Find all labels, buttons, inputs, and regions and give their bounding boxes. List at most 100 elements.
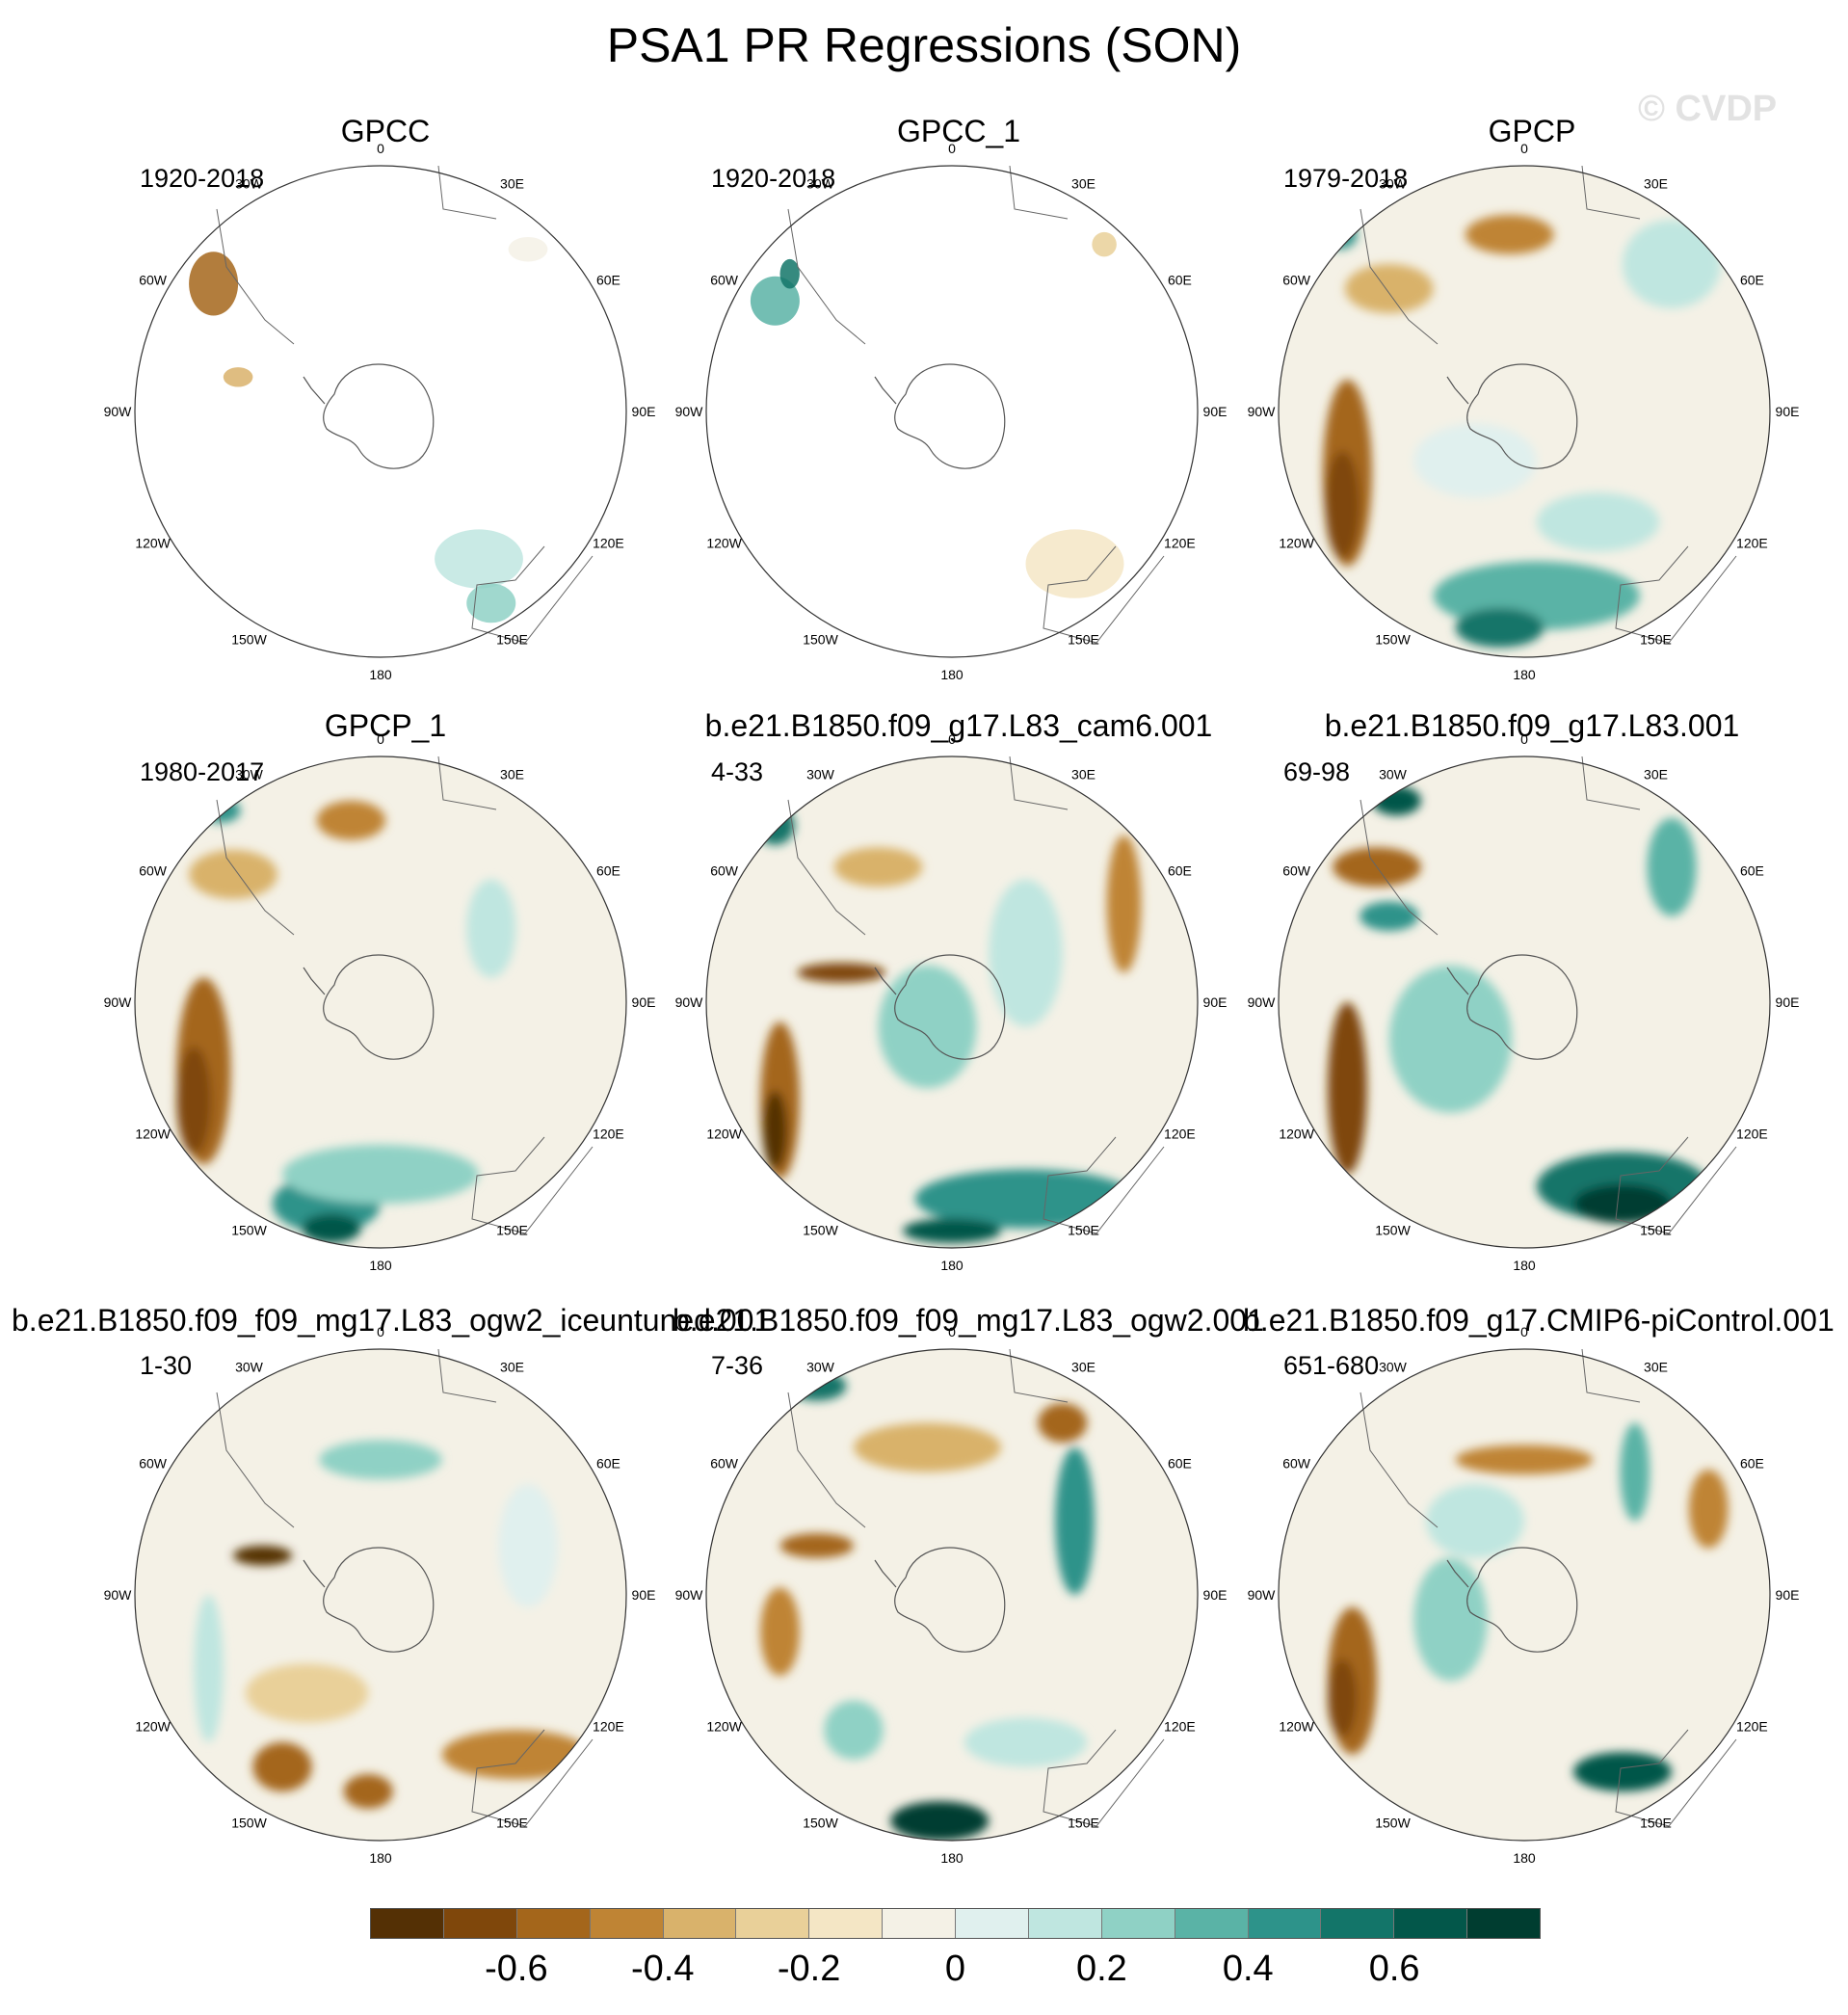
panel-period: 1979-2018 <box>1283 164 1409 193</box>
shading-blob <box>343 1774 393 1809</box>
map-background <box>1279 1349 1770 1841</box>
longitude-label: 150E <box>1640 1222 1672 1237</box>
longitude-label: 60W <box>1282 273 1311 288</box>
longitude-label: 0 <box>948 731 956 747</box>
longitude-label: 150W <box>1375 631 1411 647</box>
longitude-label: 150E <box>1068 1815 1099 1830</box>
shading-blob <box>1688 1469 1729 1549</box>
shading-blob <box>1465 215 1554 254</box>
shading-blob <box>1371 785 1421 816</box>
panel-title: GPCP <box>1488 114 1576 148</box>
panel-title: b.e21.B1850.f09_f09_mg17.L83_ogw2.001 <box>673 1303 1264 1338</box>
longitude-label: 150W <box>803 1815 838 1830</box>
shading-blob <box>319 1440 442 1480</box>
colorbar <box>370 1908 1541 1939</box>
shading-blob <box>989 879 1063 1027</box>
longitude-label: 60E <box>1168 273 1192 288</box>
colorbar-box <box>956 1909 1029 1938</box>
colorbar-box <box>1028 1909 1102 1938</box>
shading-blob <box>508 236 548 262</box>
panel-period: 69-98 <box>1283 757 1351 786</box>
longitude-label: 120W <box>1279 1127 1314 1142</box>
map-background <box>135 1349 626 1841</box>
longitude-label: 120E <box>1736 1719 1768 1735</box>
shading-blob <box>176 1046 212 1155</box>
map-border <box>134 756 627 1249</box>
continent-coastline <box>1360 1348 1737 1827</box>
longitude-label: 150E <box>1068 1222 1099 1237</box>
shading-blob <box>762 1090 788 1170</box>
shading-blob <box>903 1218 1001 1243</box>
longitude-label: 30W <box>235 1360 264 1375</box>
longitude-label: 150E <box>496 1222 528 1237</box>
map-border <box>705 1348 1199 1842</box>
colorbar-box <box>1248 1909 1322 1938</box>
panel-title: b.e21.B1850.f09_g17.L83.001 <box>1324 708 1740 743</box>
continent-coastline <box>216 1348 594 1827</box>
shading-blob <box>316 800 386 840</box>
antarctica-coastline <box>1446 363 1578 469</box>
longitude-label: 60W <box>710 863 739 879</box>
longitude-label: 30W <box>235 767 264 782</box>
panel-period: 7-36 <box>711 1351 764 1380</box>
longitude-label: 60E <box>1740 863 1764 879</box>
longitude-label: 0 <box>948 141 956 156</box>
longitude-label: 30E <box>500 1360 524 1375</box>
shading-blob <box>779 258 800 289</box>
shading-blob <box>1322 220 1358 250</box>
map-border <box>705 756 1199 1249</box>
shading-blob <box>1426 1484 1524 1558</box>
longitude-label: 30E <box>500 767 524 782</box>
shading-blob <box>1328 1658 1358 1737</box>
colorbar-tick-label: -0.6 <box>485 1949 548 1989</box>
shading-blob <box>1325 450 1360 559</box>
antarctica-coastline <box>1446 954 1578 1060</box>
shading-blob <box>1106 835 1142 973</box>
panel-period: 1-30 <box>140 1351 193 1380</box>
shading-blob <box>878 965 977 1089</box>
colorbar-box <box>736 1909 810 1938</box>
polar-map: 0 30E 60E 90E 120E 150E 180 150W 120W 90W 60W 30W <box>675 141 1228 682</box>
map-border <box>1278 756 1771 1249</box>
shading-blob <box>466 583 516 623</box>
panel-period: 4-33 <box>711 757 764 786</box>
longitude-label: 90E <box>1776 1587 1800 1603</box>
shading-blob <box>1413 1557 1488 1682</box>
longitude-label: 60E <box>1740 273 1764 288</box>
shading-blob <box>1455 608 1544 648</box>
longitude-label: 120W <box>706 1719 742 1735</box>
longitude-label: 60E <box>1740 1456 1764 1471</box>
shading-blob <box>854 1422 1001 1472</box>
polar-map: 0 30E 60E 90E 120E 150E 180 150W 120W 90W 60W 30W <box>675 731 1228 1273</box>
shading-blob <box>1536 492 1660 552</box>
continent-coastline <box>787 1348 1165 1827</box>
longitude-label: 0 <box>1520 1324 1528 1339</box>
longitude-label: 90E <box>1776 404 1800 419</box>
longitude-label: 90W <box>675 1587 704 1603</box>
colorbar-box <box>1467 1909 1540 1938</box>
colorbar-tick-label: 0 <box>944 1949 966 1989</box>
shading-blob <box>245 1663 369 1723</box>
longitude-label: 60W <box>139 1456 168 1471</box>
longitude-label: 0 <box>377 141 384 156</box>
longitude-label: 150W <box>1375 1815 1411 1830</box>
polar-map: 0 30E 60E 90E 120E 150E 180 150W 120W 90W 60W 30W <box>104 141 656 682</box>
longitude-label: 60W <box>1282 1456 1311 1471</box>
shading-blob <box>194 1595 224 1742</box>
antarctica-coastline <box>874 1547 1006 1653</box>
longitude-label: 30E <box>1071 767 1096 782</box>
shading-blob <box>760 1587 800 1677</box>
longitude-label: 90E <box>632 1587 656 1603</box>
longitude-label: 90E <box>1776 994 1800 1010</box>
shading-blob <box>1025 529 1124 598</box>
longitude-label: 0 <box>948 1324 956 1339</box>
shading-blob <box>1413 423 1537 498</box>
map-border <box>705 165 1199 658</box>
longitude-label: 30E <box>1644 176 1668 192</box>
longitude-label: 180 <box>1513 1258 1536 1273</box>
map-border <box>134 1348 627 1842</box>
longitude-label: 120E <box>1164 1127 1196 1142</box>
antarctica-coastline <box>874 954 1006 1060</box>
longitude-label: 60E <box>596 863 620 879</box>
longitude-label: 120E <box>1736 1127 1768 1142</box>
